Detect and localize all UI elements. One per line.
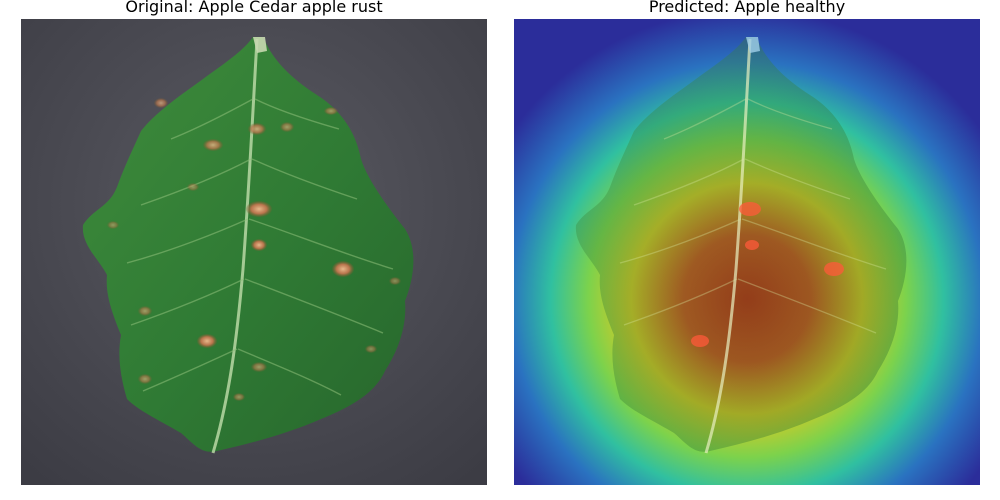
original-panel-title: Original: Apple Cedar apple rust	[125, 0, 383, 16]
predicted-panel-title: Predicted: Apple healthy	[648, 0, 846, 16]
original-leaf-image	[21, 19, 487, 485]
heatmap-overlay-image	[514, 19, 980, 485]
